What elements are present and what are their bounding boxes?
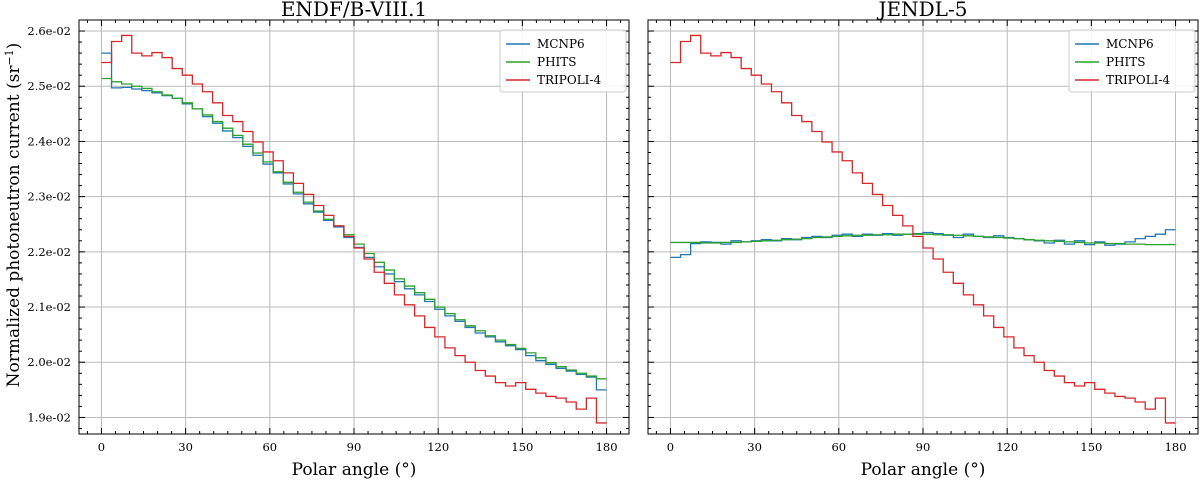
- x-tick-label: 180: [1165, 440, 1187, 454]
- legend-label: PHITS: [537, 55, 577, 69]
- y-tick-label: 1.9e-02: [27, 410, 71, 424]
- x-tick-label: 120: [996, 440, 1018, 454]
- chart-title: ENDF/B-VIII.1: [281, 0, 427, 21]
- x-tick-label: 90: [347, 440, 362, 454]
- legend-label: TRIPOLI-4: [537, 73, 601, 87]
- legend-box: [499, 29, 627, 93]
- x-tick-label: 30: [178, 440, 193, 454]
- legend-label: TRIPOLI-4: [1106, 73, 1170, 87]
- x-tick-label: 90: [916, 440, 931, 454]
- panel-2: 0 30 60 90 120 150 180 JENDL-5 Polar angle (°) MC…: [647, 0, 1199, 480]
- y-tick-label: 2.6e-02: [27, 24, 71, 38]
- legend: MCNP6 PHITS TRIPOLI-4: [1068, 29, 1196, 93]
- x-axis-label: Polar angle (°): [861, 460, 986, 480]
- series-line-phits: [670, 233, 1176, 246]
- y-tick-label: 2.2e-02: [27, 245, 71, 259]
- x-axis-label: Polar angle (°): [292, 460, 417, 480]
- y-tick-label: 2.3e-02: [27, 190, 71, 204]
- legend-label: PHITS: [1106, 55, 1146, 69]
- series-line-tripoli-4: [101, 34, 607, 424]
- legend-box: [1068, 29, 1196, 93]
- y-tick-label: 2.4e-02: [27, 134, 71, 148]
- x-tick-label: 120: [427, 440, 449, 454]
- x-tick-label: 30: [747, 440, 762, 454]
- x-tick-label: 0: [667, 440, 674, 454]
- legend-label: MCNP6: [537, 37, 585, 51]
- x-tick-label: 180: [596, 440, 618, 454]
- y-tick-label: 2.0e-02: [27, 355, 71, 369]
- panel-1: 0 30 60 90 120 150 180 1.9e-02 2.0e-02 2.1e-02 2.2…: [27, 0, 630, 480]
- series-line-tripoli-4: [670, 34, 1176, 424]
- chart-title: JENDL-5: [877, 0, 968, 21]
- y-tick-label: 2.1e-02: [27, 300, 71, 314]
- y-axis-label: Normalized photoneutron current (sr−1): [3, 43, 25, 388]
- legend: MCNP6 PHITS TRIPOLI-4: [499, 29, 627, 93]
- x-tick-label: 60: [831, 440, 846, 454]
- x-tick-label: 0: [98, 440, 105, 454]
- y-tick-label: 2.5e-02: [27, 79, 71, 93]
- x-tick-label: 150: [1080, 440, 1102, 454]
- x-tick-label: 150: [511, 440, 533, 454]
- legend-label: MCNP6: [1106, 37, 1154, 51]
- x-tick-label: 60: [262, 440, 277, 454]
